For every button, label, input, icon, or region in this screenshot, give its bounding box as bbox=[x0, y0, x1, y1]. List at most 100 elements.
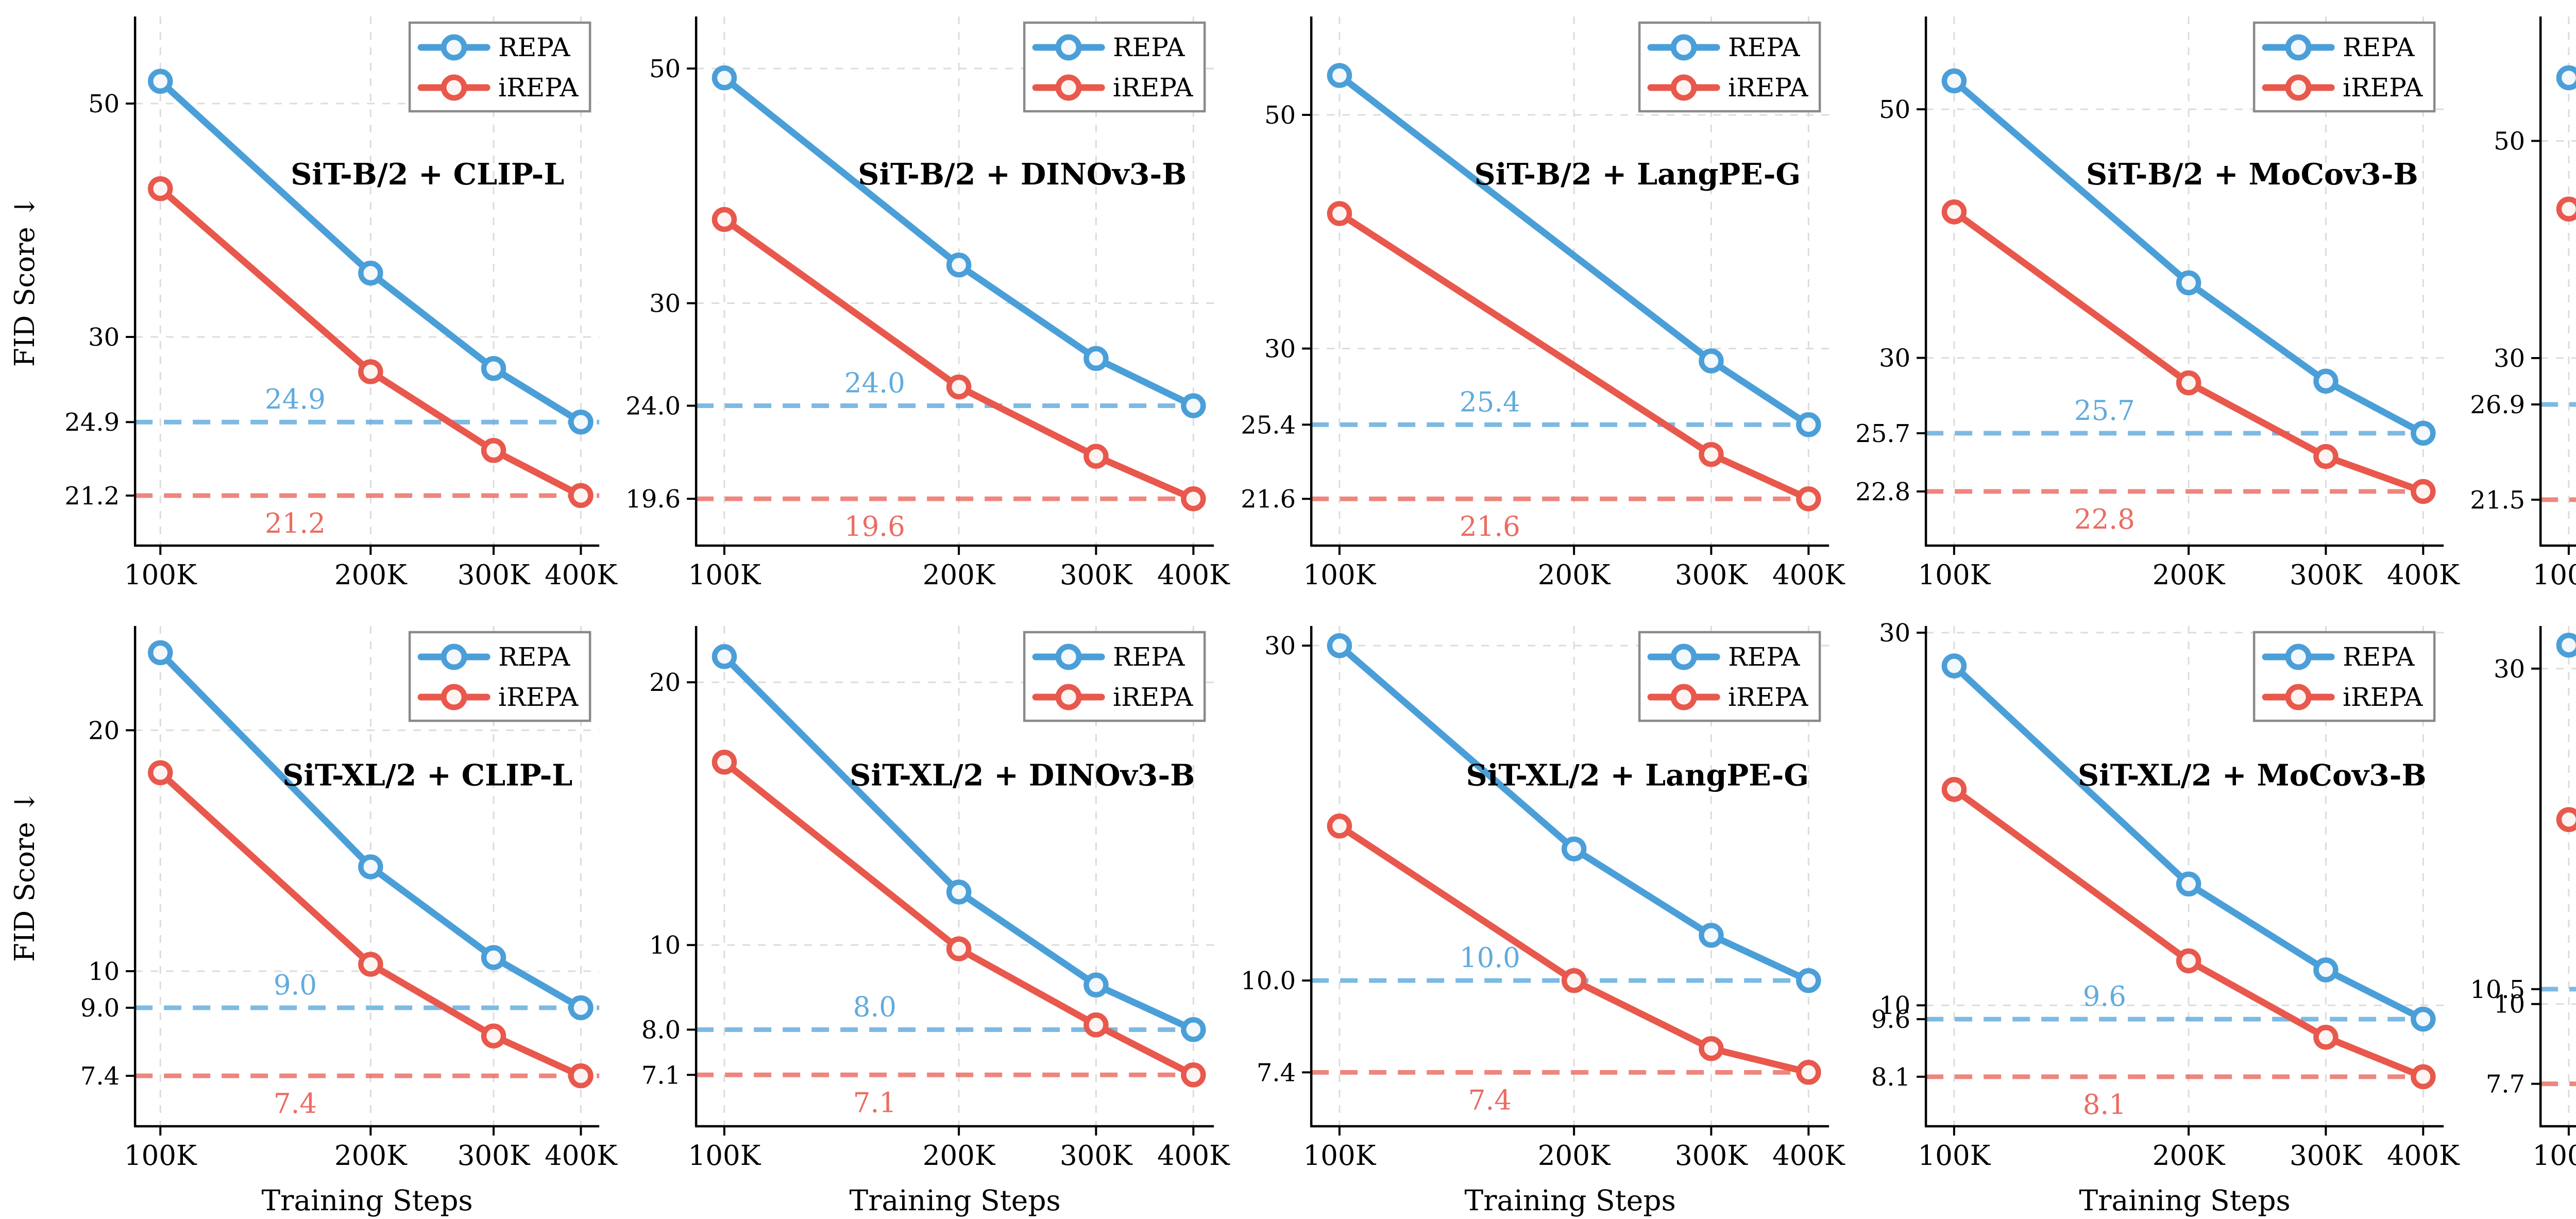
x-tick-label: 300K bbox=[2290, 1140, 2363, 1172]
data-point-repa bbox=[1795, 968, 1821, 993]
data-point-irepa bbox=[1795, 486, 1821, 512]
y-tick-label: 9.6 bbox=[1871, 1005, 1910, 1034]
data-point-irepa bbox=[1327, 201, 1352, 226]
x-tick-label: 200K bbox=[2153, 560, 2226, 591]
data-point-repa bbox=[2313, 957, 2338, 983]
data-point-irepa bbox=[481, 438, 506, 463]
legend-box bbox=[1638, 631, 1821, 722]
data-point-irepa bbox=[2176, 370, 2201, 396]
legend: REPA iREPA bbox=[1023, 21, 1206, 113]
x-tick-label: 200K bbox=[1537, 1140, 1611, 1172]
series-line-repa bbox=[721, 74, 1197, 409]
x-tick-label: 400K bbox=[1772, 560, 1845, 591]
data-point-irepa bbox=[2556, 196, 2576, 222]
x-tick-label: 100K bbox=[1918, 1140, 1991, 1172]
data-point-repa bbox=[2176, 871, 2201, 897]
x-tick-label: 400K bbox=[2387, 1140, 2460, 1172]
x-axis-label: Training Steps bbox=[850, 1184, 1061, 1217]
data-point-irepa bbox=[1561, 968, 1587, 993]
final-value-label-irepa: 7.1 bbox=[853, 1087, 896, 1119]
y-tick-label: 21.5 bbox=[2470, 486, 2526, 515]
legend: REPA iREPA bbox=[408, 21, 591, 113]
y-tick-label: 50 bbox=[1879, 95, 1910, 124]
y-tick-label: 30 bbox=[2494, 655, 2525, 684]
chart-sit-xl-2-clip-l: 9.0 7.4 20 10 9.0 7.4 100K 200K 300K 400K Training… bbox=[9, 626, 618, 1217]
series-line-irepa bbox=[1336, 822, 1812, 1076]
y-tick-label: 10.0 bbox=[1241, 967, 1296, 995]
legend-label-repa: REPA bbox=[1113, 32, 1185, 62]
x-tick-label: 300K bbox=[2290, 560, 2363, 591]
x-tick-label: 400K bbox=[1157, 560, 1230, 591]
y-tick-label: 21.6 bbox=[1241, 485, 1296, 514]
series-line-irepa bbox=[721, 758, 1197, 1078]
series-line-irepa bbox=[157, 185, 584, 499]
legend-label-repa: REPA bbox=[2343, 642, 2415, 672]
data-point-repa bbox=[946, 879, 972, 905]
legend-box bbox=[408, 21, 591, 113]
final-value-label-irepa: 7.4 bbox=[274, 1088, 317, 1120]
legend-label-irepa: iREPA bbox=[1113, 682, 1193, 712]
final-value-label-repa: 24.9 bbox=[265, 384, 326, 415]
data-point-irepa bbox=[946, 374, 972, 400]
x-tick-label: 100K bbox=[2533, 560, 2576, 591]
y-tick-label: 10 bbox=[649, 931, 681, 960]
data-point-repa bbox=[1698, 923, 1724, 948]
chart-sit-b-2-clip-l: 24.9 21.2 50 30 24.9 21.2 100K 200K 300K 400K FID … bbox=[9, 16, 618, 591]
plot-title: SiT-B/2 + MoCov3-B bbox=[2086, 157, 2418, 192]
legend-marker-irepa bbox=[1055, 74, 1082, 101]
y-tick-label: 30 bbox=[1879, 344, 1910, 373]
data-point-repa bbox=[1795, 412, 1821, 437]
x-tick-label: 100K bbox=[688, 560, 761, 591]
legend-label-repa: REPA bbox=[498, 642, 570, 672]
data-point-repa bbox=[2411, 420, 2436, 446]
x-tick-label: 200K bbox=[334, 1140, 408, 1172]
data-point-irepa bbox=[712, 750, 737, 775]
data-point-irepa bbox=[2411, 479, 2436, 504]
plot-title: SiT-XL/2 + CLIP-L bbox=[282, 758, 572, 792]
x-tick-label: 100K bbox=[1303, 1140, 1376, 1172]
chart-cell-sit-b-2-mocov3-b: 25.7 22.8 50 30 25.7 22.8 100K 200K 300K 400K SiT-… bbox=[1844, 0, 2460, 610]
final-value-label-repa: 9.0 bbox=[274, 970, 317, 1001]
legend-marker-repa bbox=[1055, 644, 1082, 670]
series-line-irepa bbox=[2565, 816, 2576, 829]
data-point-repa bbox=[712, 644, 737, 669]
y-tick-label: 30 bbox=[1264, 632, 1296, 661]
x-tick-label: 200K bbox=[2153, 1140, 2226, 1172]
data-point-repa bbox=[481, 945, 506, 970]
final-value-label-irepa: 21.2 bbox=[265, 508, 326, 539]
y-tick-label: 50 bbox=[649, 55, 681, 83]
y-tick-label: 19.6 bbox=[626, 485, 681, 514]
final-value-label-irepa: 19.6 bbox=[844, 511, 905, 543]
chart-cell-sit-b-2-langpe-g: 25.4 21.6 50 30 25.4 21.6 100K 200K 300K 400K SiT-… bbox=[1230, 0, 1845, 610]
y-tick-label: 30 bbox=[1264, 335, 1296, 364]
data-point-repa bbox=[1181, 1017, 1206, 1042]
chart-cell-sit-xl-2-mocov3-b: 9.6 8.1 30 10 9.6 8.1 100K 200K 300K 400K Training… bbox=[1844, 610, 2460, 1219]
series-line-irepa bbox=[2565, 206, 2576, 218]
legend-label-irepa: iREPA bbox=[2343, 73, 2423, 103]
series-line-irepa bbox=[1951, 208, 2427, 495]
legend-marker-irepa bbox=[2285, 74, 2312, 101]
legend-label-repa: REPA bbox=[2343, 32, 2415, 62]
final-value-label-repa: 25.4 bbox=[1460, 386, 1520, 418]
chart-sit-xl-2-pe-core-g: 10.57.73010.5107.7100K200K300K400KTraini… bbox=[2470, 626, 2576, 1172]
final-value-label-irepa: 8.1 bbox=[2083, 1089, 2126, 1121]
legend-box bbox=[1638, 21, 1821, 113]
legend-label-repa: REPA bbox=[1113, 642, 1185, 672]
x-axis-label: Training Steps bbox=[1464, 1184, 1675, 1217]
legend-label-irepa: iREPA bbox=[498, 73, 579, 103]
data-point-irepa bbox=[358, 952, 383, 977]
data-point-repa bbox=[2176, 270, 2201, 296]
final-value-label-irepa: 21.6 bbox=[1460, 511, 1520, 543]
y-tick-label: 10 bbox=[2494, 990, 2525, 1019]
final-value-label-repa: 10.0 bbox=[1460, 942, 1520, 974]
y-tick-label: 7.4 bbox=[1256, 1058, 1295, 1087]
data-point-repa bbox=[1941, 68, 1967, 94]
chart-cell-sit-xl-2-dinov3-b: 8.0 7.1 20 10 8.0 7.1 100K 200K 300K 400K Training… bbox=[615, 610, 1230, 1219]
legend-label-irepa: iREPA bbox=[2343, 682, 2423, 712]
x-tick-label: 200K bbox=[923, 1140, 996, 1172]
legend-box bbox=[408, 631, 591, 722]
x-tick-label: 100K bbox=[1303, 560, 1376, 591]
chart-cell-sit-b-2-dinov3-b: 24.0 19.6 50 30 24.0 19.6 100K 200K 300K 400K SiT-… bbox=[615, 0, 1230, 610]
legend-marker-irepa bbox=[1670, 74, 1697, 101]
